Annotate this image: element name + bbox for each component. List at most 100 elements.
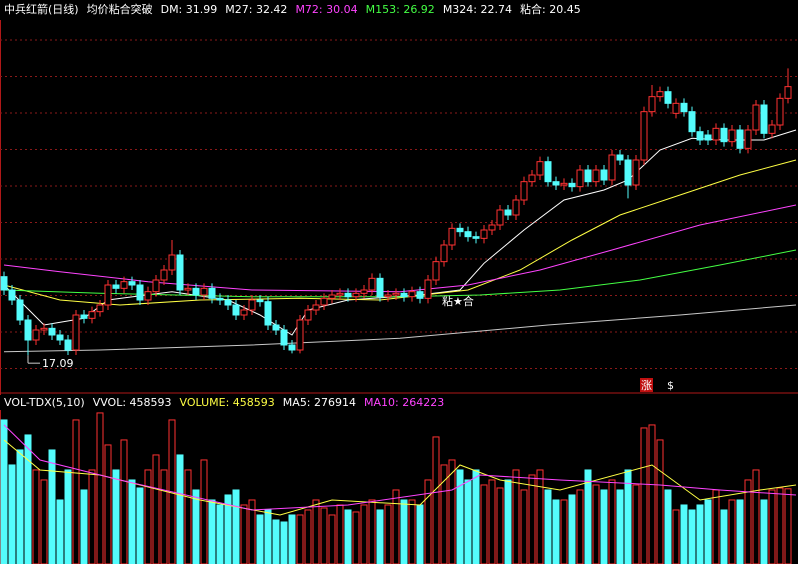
- legend-entry: MA5: 276914: [283, 396, 356, 409]
- candle-body: [72, 314, 80, 351]
- volume-bar: [432, 436, 440, 564]
- candle-body: [216, 297, 224, 301]
- candle-body: [560, 182, 568, 186]
- candle-body: [56, 334, 64, 341]
- volume-bar: [8, 464, 16, 564]
- legend-entry: M153: 26.92: [366, 3, 435, 16]
- candle-body: [288, 344, 296, 351]
- candle-body: [168, 254, 176, 271]
- candle-body: [688, 111, 696, 133]
- signal-icon: 涨: [641, 379, 652, 392]
- volume-bar: [528, 474, 536, 564]
- volume-bar: [160, 469, 168, 564]
- volume-bar: [384, 504, 392, 564]
- volume-bar: [48, 449, 56, 564]
- candle-body: [568, 182, 576, 188]
- candle-body: [592, 169, 600, 183]
- candle-body: [536, 161, 544, 176]
- volume-bar: [312, 499, 320, 564]
- volume-bar: [224, 494, 232, 564]
- volume-bar: [16, 449, 24, 564]
- volume-bar: [400, 499, 408, 564]
- volume-bar: [456, 469, 464, 564]
- candle-body: [760, 104, 768, 134]
- candle-body: [752, 104, 760, 131]
- candle-body: [160, 269, 168, 281]
- candle-body: [128, 281, 136, 286]
- candle-body: [504, 209, 512, 216]
- volume-bar: [784, 488, 792, 564]
- candle-body: [16, 299, 24, 321]
- volume-bar: [344, 509, 352, 564]
- candle-body: [360, 289, 368, 294]
- volume-bar: [208, 499, 216, 564]
- candle-body: [40, 327, 48, 331]
- volume-bar: [192, 489, 200, 564]
- candle-body: [696, 131, 704, 141]
- chart-subtitle: 均价粘合突破: [87, 2, 153, 16]
- volume-bar: [72, 419, 80, 564]
- legend-entry: M27: 32.42: [225, 3, 287, 16]
- volume-bar: [704, 499, 712, 564]
- volume-bar: [128, 479, 136, 564]
- candle-body: [672, 102, 680, 114]
- volume-bar: [488, 479, 496, 564]
- volume-bar: [648, 424, 656, 564]
- signal-icon: $: [667, 379, 674, 392]
- candle-body: [704, 134, 712, 141]
- candle-body: [552, 181, 560, 186]
- candle-body: [584, 169, 592, 183]
- volume-bar: [712, 489, 720, 564]
- candle-body: [456, 227, 464, 233]
- candle-body: [480, 229, 488, 239]
- candle-body: [24, 319, 32, 341]
- legend-entry: MA10: 264223: [364, 396, 444, 409]
- volume-bar: [296, 514, 304, 564]
- volume-bar: [416, 504, 424, 564]
- candle-body: [112, 284, 120, 289]
- volume-bar: [240, 504, 248, 564]
- candle-body: [0, 276, 8, 291]
- volume-bar: [632, 484, 640, 564]
- volume-bar: [536, 469, 544, 564]
- volume-bar: [272, 519, 280, 564]
- candle-body: [656, 91, 664, 98]
- signal-box: [640, 378, 653, 392]
- candle-body: [224, 299, 232, 306]
- volume-bar: [696, 504, 704, 564]
- volume-bar: [472, 469, 480, 564]
- candle-body: [32, 329, 40, 341]
- volume-bar: [744, 479, 752, 564]
- legend-entry: 粘合: 20.45: [520, 2, 581, 16]
- legend-row: VOL-TDX(5,10) VVOL: 458593 VOLUME: 458593 M…: [4, 396, 444, 409]
- volume-bar: [376, 509, 384, 564]
- candle-body: [376, 277, 384, 298]
- volume-bar: [200, 459, 208, 564]
- legend-entry: VOLUME: 458593: [180, 396, 275, 409]
- volume-bar: [408, 499, 416, 564]
- volume-bar: [144, 469, 152, 564]
- candle-body: [104, 284, 112, 306]
- candle-body: [184, 287, 192, 291]
- volume-bar: [352, 511, 360, 564]
- candle-body: [312, 304, 320, 311]
- volume-bar: [360, 504, 368, 564]
- volume-bar: [752, 469, 760, 564]
- moving-average: [3, 204, 797, 293]
- candle-body: [120, 281, 128, 289]
- volume-bar: [640, 427, 648, 564]
- volume-bar: [544, 489, 552, 564]
- volume-bar: [80, 489, 88, 564]
- volume-bar: [24, 434, 32, 564]
- volume-bar: [328, 514, 336, 564]
- volume-bar: [112, 469, 120, 564]
- candle-body: [448, 227, 456, 246]
- legend-row: 中兵红箭(日线) 均价粘合突破 DM: 31.99 M27: 32.42 M72: 30…: [4, 2, 581, 16]
- candle-body: [736, 129, 744, 149]
- volume-bar: [624, 469, 632, 564]
- volume-bar: [584, 469, 592, 564]
- volume-bar: [104, 444, 112, 564]
- volume-bar: [496, 487, 504, 564]
